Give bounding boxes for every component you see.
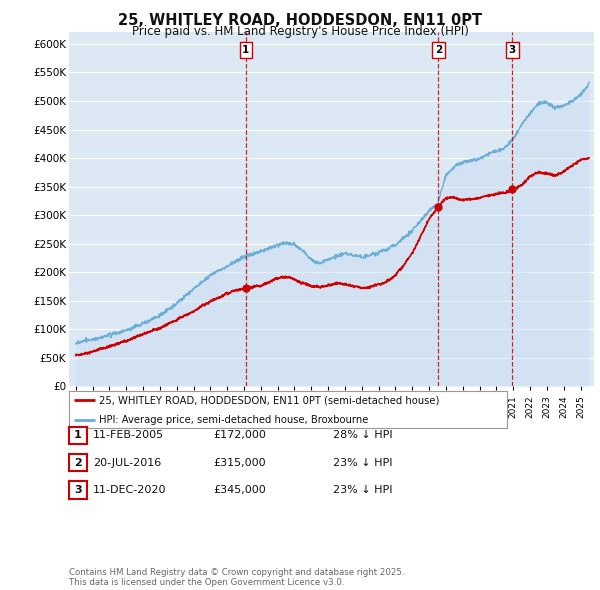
Text: 28% ↓ HPI: 28% ↓ HPI bbox=[333, 431, 392, 440]
Text: 3: 3 bbox=[509, 45, 516, 55]
Text: 2: 2 bbox=[74, 458, 82, 467]
Text: Contains HM Land Registry data © Crown copyright and database right 2025.
This d: Contains HM Land Registry data © Crown c… bbox=[69, 568, 404, 587]
Text: 2: 2 bbox=[435, 45, 442, 55]
Text: £345,000: £345,000 bbox=[213, 485, 266, 494]
Text: 20-JUL-2016: 20-JUL-2016 bbox=[93, 458, 161, 467]
Text: £172,000: £172,000 bbox=[213, 431, 266, 440]
Text: Price paid vs. HM Land Registry's House Price Index (HPI): Price paid vs. HM Land Registry's House … bbox=[131, 25, 469, 38]
Text: 23% ↓ HPI: 23% ↓ HPI bbox=[333, 458, 392, 467]
Text: 11-DEC-2020: 11-DEC-2020 bbox=[93, 485, 167, 494]
Text: £315,000: £315,000 bbox=[213, 458, 266, 467]
Text: 23% ↓ HPI: 23% ↓ HPI bbox=[333, 485, 392, 494]
Text: 1: 1 bbox=[242, 45, 250, 55]
Text: 25, WHITLEY ROAD, HODDESDON, EN11 0PT (semi-detached house): 25, WHITLEY ROAD, HODDESDON, EN11 0PT (s… bbox=[99, 395, 439, 405]
Text: 1: 1 bbox=[74, 431, 82, 440]
Text: 25, WHITLEY ROAD, HODDESDON, EN11 0PT: 25, WHITLEY ROAD, HODDESDON, EN11 0PT bbox=[118, 13, 482, 28]
Text: 3: 3 bbox=[74, 485, 82, 494]
Text: HPI: Average price, semi-detached house, Broxbourne: HPI: Average price, semi-detached house,… bbox=[99, 415, 368, 425]
Text: 11-FEB-2005: 11-FEB-2005 bbox=[93, 431, 164, 440]
